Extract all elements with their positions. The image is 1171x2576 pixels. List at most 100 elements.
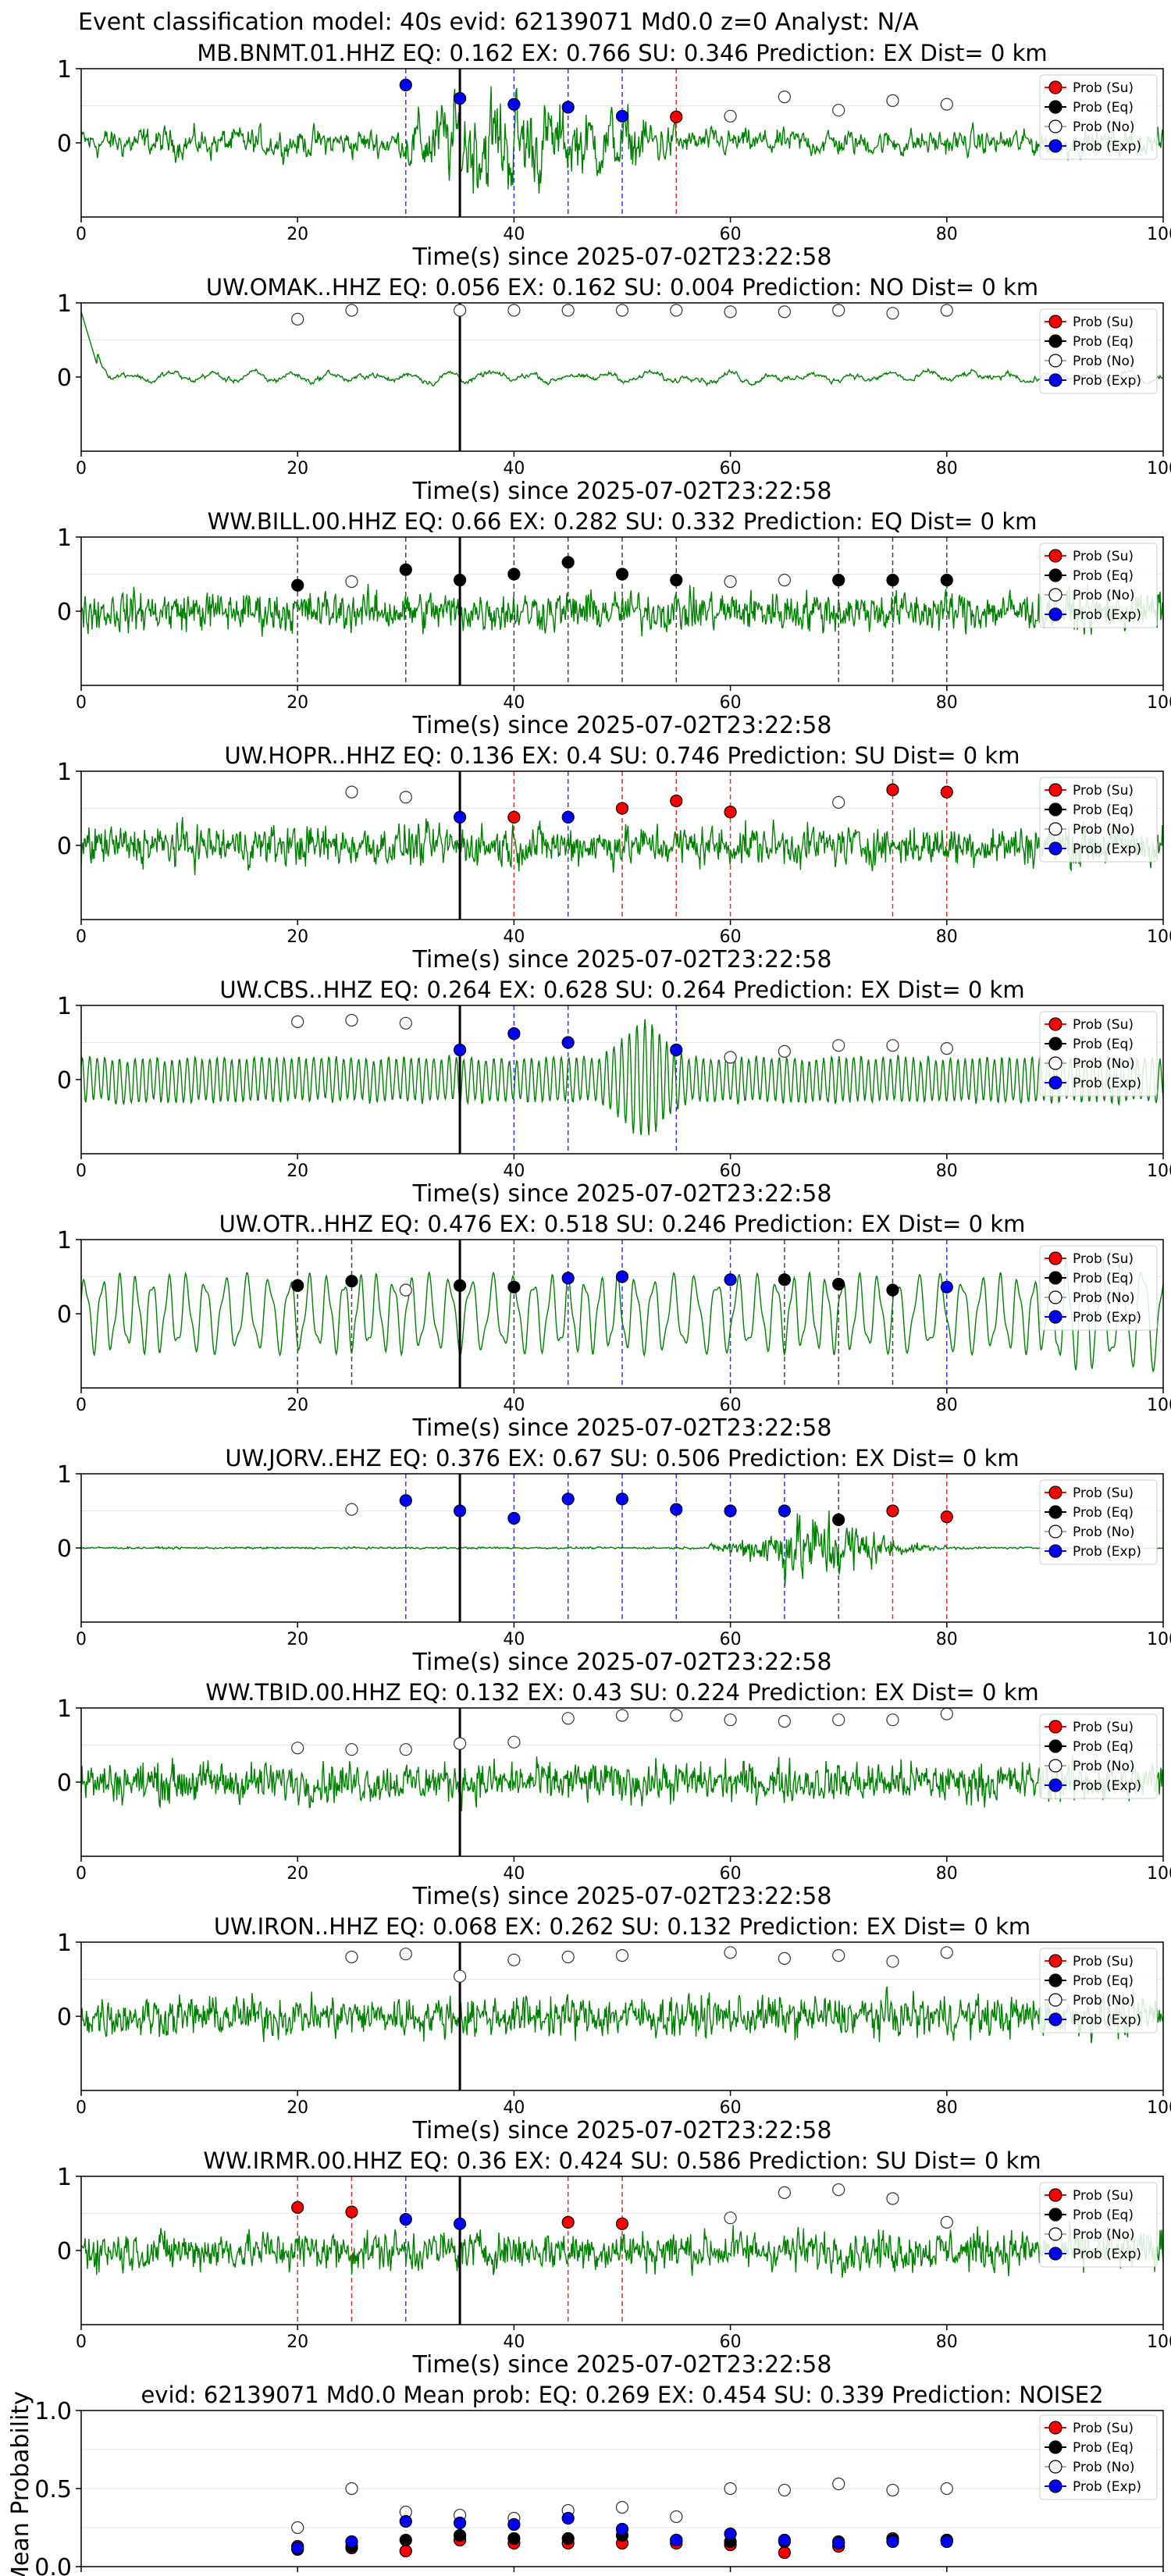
legend-marker-exp [1048,841,1062,856]
legend-label-su: Prob (Su) [1073,2421,1134,2436]
legend-label-su: Prob (Su) [1073,2188,1134,2204]
legend-label-su: Prob (Su) [1073,1251,1134,1267]
x-tick-label: 60 [720,2332,742,2352]
x-tick-label: 60 [720,1864,742,1884]
prob-point-no [886,94,899,107]
legend-marker-no [1048,2460,1062,2474]
prob-point-no [886,1955,899,1968]
prob-point-exp [561,810,575,824]
mean-prob-point-no [291,2521,304,2535]
legend-marker-eq [1048,802,1062,817]
legend-label-eq: Prob (Eq) [1073,2440,1134,2456]
x-tick-label: 100 [1147,2098,1171,2118]
panel-title: UW.CBS..HHZ EQ: 0.264 EX: 0.628 SU: 0.26… [219,977,1024,1003]
prob-point-no [940,304,953,317]
legend-label-eq: Prob (Eq) [1073,1271,1134,1286]
mean-prob-point-no [345,2482,358,2496]
prob-point-su [670,110,683,123]
x-tick-label: 20 [287,1396,308,1415]
panel-title: UW.HOPR..HHZ EQ: 0.136 EX: 0.4 SU: 0.746… [225,742,1020,769]
legend-box [1039,543,1158,628]
waveform-trace [80,1986,1164,2044]
prob-point-exp [615,109,629,123]
legend-label-exp: Prob (Exp) [1073,373,1141,389]
mean-prob-point-no [940,2482,953,2496]
legend-marker-exp [1048,1310,1062,1324]
prob-point-no [615,1949,629,1962]
prob-point-no [940,1946,953,1959]
legend-label-exp: Prob (Exp) [1073,1778,1141,1794]
legend-marker-exp [1048,1544,1062,1558]
prob-point-no [345,1950,358,1964]
x-axis-label: Time(s) since 2025-07-02T23:22:58 [412,1180,832,1208]
x-tick-label: 20 [287,1630,308,1649]
mean-prob-point-eq [561,2532,575,2546]
mean-prob-point-exp [291,2541,304,2555]
prob-point-exp [399,78,412,92]
legend: Prob (Su) Prob (Eq) Prob (No) Prob (Exp) [1039,1011,1158,1097]
prob-point-no [832,1949,845,1962]
x-axis-label: Time(s) since 2025-07-02T23:22:58 [412,1883,832,1910]
legend-marker-no [1048,1056,1062,1070]
legend-marker-eq [1048,1973,1062,1987]
prob-point-exp [453,91,467,105]
y-tick-label: 1 [57,1461,72,1489]
legend: Prob (Su) Prob (Eq) Prob (No) Prob (Exp) [1039,1713,1158,1799]
prob-point-no [940,1041,953,1055]
prob-point-exp [724,1273,737,1286]
x-tick-label: 60 [720,927,742,947]
legend-box [1039,1479,1158,1565]
prob-point-no [886,1039,899,1052]
panel-title: UW.OTR..HHZ EQ: 0.476 EX: 0.518 SU: 0.24… [219,1211,1026,1237]
y-tick-label: 0 [57,1067,72,1094]
y-tick-label: 1 [57,759,72,786]
x-tick-label: 40 [503,225,525,244]
panel-2: UW.OMAK..HHZ EQ: 0.056 EX: 0.162 SU: 0.0… [57,274,1171,505]
prob-point-no [561,1712,575,1725]
prob-point-exp [453,810,467,824]
legend-label-exp: Prob (Exp) [1073,1310,1141,1325]
prob-point-eq [453,573,467,587]
mean-prob-point-exp [886,2535,899,2549]
x-tick-label: 20 [287,225,308,244]
figure-title: Event classification model: 40s evid: 62… [78,9,919,36]
prob-point-no [291,312,304,326]
panel-title: UW.OMAK..HHZ EQ: 0.056 EX: 0.162 SU: 0.0… [206,274,1038,301]
legend-marker-su [1048,783,1062,797]
prob-point-no [778,573,792,587]
prob-point-exp [615,1493,629,1506]
legend-label-exp: Prob (Exp) [1073,1076,1141,1091]
mean-prob-point-exp [670,2533,683,2547]
waveform-trace [80,1256,1164,1373]
legend-marker-su [1048,1251,1062,1265]
x-tick-label: 100 [1147,459,1171,479]
prob-point-no [453,1969,467,1983]
prob-point-no [886,2192,899,2205]
legend-marker-no [1048,588,1062,602]
prob-point-eq [291,578,304,592]
x-tick-label: 0 [76,693,87,713]
x-tick-label: 0 [76,1162,87,1181]
legend-marker-no [1048,2227,1062,2241]
legend-marker-eq [1048,2440,1062,2454]
prob-point-no [886,307,899,320]
prob-point-su [940,785,953,799]
legend-label-eq: Prob (Eq) [1073,100,1134,116]
y-tick-label: 1 [57,2164,72,2191]
legend-label-su: Prob (Su) [1073,549,1134,564]
prob-point-no [940,2215,953,2229]
prob-point-no [561,304,575,317]
legend: Prob (Su) Prob (Eq) Prob (No) Prob (Exp) [1039,2414,1158,2500]
mean-prob-point-no [886,2483,899,2497]
x-tick-label: 60 [720,225,742,244]
legend-label-no: Prob (No) [1073,354,1135,369]
legend-marker-eq [1048,1739,1062,1753]
legend-label-no: Prob (No) [1073,588,1135,603]
legend-label-no: Prob (No) [1073,1759,1135,1774]
legend-marker-exp [1048,2247,1062,2261]
legend-label-no: Prob (No) [1073,2227,1135,2243]
legend-marker-no [1048,119,1062,133]
y-tick-label: 1 [57,993,72,1020]
mean-prob-point-no [670,2510,683,2524]
waveform-trace [80,2221,1164,2278]
